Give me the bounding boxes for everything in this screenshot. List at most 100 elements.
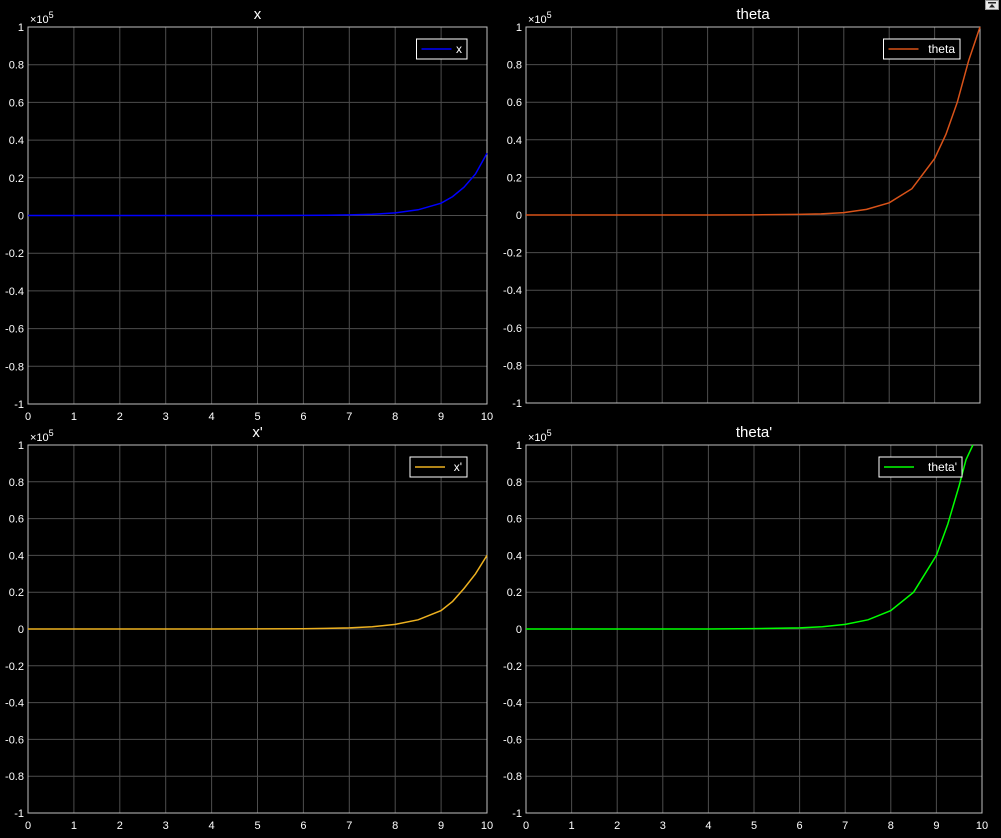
y-exponent-label: ×105	[528, 10, 552, 26]
legend: x	[416, 38, 468, 60]
y-tick-label: -1	[14, 399, 24, 411]
y-tick-label: 0.8	[507, 477, 522, 489]
x-tick-label: 8	[392, 411, 398, 423]
y-tick-label: 0.2	[507, 172, 522, 184]
y-tick-label: 0.2	[9, 587, 24, 599]
x-tick-label: 0	[25, 820, 31, 832]
y-tick-label: -0.4	[5, 698, 24, 710]
y-tick-label: -0.4	[503, 698, 522, 710]
legend: theta	[883, 38, 961, 60]
restore-figure-icon	[988, 2, 996, 8]
y-tick-label: 0.6	[9, 97, 24, 109]
y-tick-label: 1	[18, 22, 24, 34]
y-tick-label: -0.8	[5, 771, 24, 783]
legend-label: x'	[454, 460, 462, 474]
subplot-1: -1-0.8-0.6-0.4-0.200.20.40.60.810 1 2 3 4 5 6 7…	[5, 6, 493, 423]
x-tick-label: 6	[300, 820, 306, 832]
chart-title: x	[254, 6, 262, 23]
x-tick-label: 10	[481, 820, 493, 832]
subplot-2: -1 -0.8 -0.6 -0.4 -0.2 0 0.2 0.4 0.6 0.8 1 ×105 thet…	[503, 6, 981, 410]
y-tick-label: -0.8	[5, 361, 24, 373]
subplot-4: -1-0.8-0.6-0.4-0.200.20.40.60.810 1 2 3 4 5 6 7…	[503, 424, 988, 832]
x-tick-label: 9	[933, 820, 939, 832]
x-tick-label: 9	[438, 411, 444, 423]
series-line	[28, 152, 488, 217]
x-tick-label: 4	[209, 820, 215, 832]
y-tick-label: 0.8	[9, 477, 24, 489]
restore-figure-button[interactable]	[985, 0, 999, 10]
y-tick-label: 0.4	[9, 550, 24, 562]
y-tick-label: 1	[516, 440, 522, 452]
series-line	[526, 26, 981, 216]
x-tick-label: 8	[392, 820, 398, 832]
y-tick-label: -0.4	[503, 285, 522, 297]
legend: x'	[409, 456, 468, 478]
y-tick-label: 0	[516, 210, 522, 222]
y-tick-label: 0.4	[507, 550, 522, 562]
y-tick-label: 0.4	[507, 135, 522, 147]
y-tick-label: 0.6	[507, 97, 522, 109]
legend-label: theta'	[928, 460, 957, 474]
x-tick-label: 6	[300, 411, 306, 423]
legend: theta'	[878, 456, 963, 478]
series-line	[526, 444, 974, 630]
x-tick-label: 7	[842, 820, 848, 832]
x-tick-label: 2	[117, 820, 123, 832]
y-tick-label: 1	[516, 22, 522, 34]
y-tick-label: 0	[516, 624, 522, 636]
y-tick-label: -0.6	[503, 734, 522, 746]
y-tick-label: -0.2	[5, 248, 24, 260]
x-tick-label: 3	[163, 820, 169, 832]
y-tick-label: -1	[512, 398, 522, 410]
x-tick-label: 2	[117, 411, 123, 423]
y-tick-label: -1	[14, 808, 24, 820]
y-tick-label: -0.6	[503, 323, 522, 335]
y-tick-label: 0.4	[9, 135, 24, 147]
y-tick-label: -0.8	[503, 771, 522, 783]
y-tick-label: 0.2	[9, 173, 24, 185]
y-exponent-label: ×105	[30, 10, 54, 26]
x-tick-label: 10	[976, 820, 988, 832]
y-tick-label: 0.6	[507, 514, 522, 526]
y-tick-label: -0.4	[5, 286, 24, 298]
x-tick-label: 4	[209, 411, 215, 423]
x-tick-label: 5	[254, 820, 260, 832]
x-tick-label: 9	[438, 820, 444, 832]
chart-title: theta'	[736, 424, 772, 441]
series-line	[28, 555, 488, 630]
x-tick-label: 0	[523, 820, 529, 832]
x-tick-label: 8	[888, 820, 894, 832]
y-tick-label: -1	[512, 808, 522, 820]
y-tick-label: -0.6	[5, 324, 24, 336]
y-tick-label: 0	[18, 211, 24, 223]
legend-label: theta	[928, 42, 955, 56]
x-tick-label: 3	[163, 411, 169, 423]
y-exponent-label: ×105	[30, 428, 54, 444]
x-tick-label: 4	[705, 820, 711, 832]
y-tick-label: -0.2	[503, 661, 522, 673]
x-tick-label: 1	[71, 820, 77, 832]
y-tick-label: -0.2	[5, 661, 24, 673]
x-tick-label: 6	[797, 820, 803, 832]
y-tick-label: -0.2	[503, 248, 522, 260]
y-tick-label: -0.6	[5, 734, 24, 746]
chart-title: x'	[252, 424, 263, 441]
x-tick-label: 0	[25, 411, 31, 423]
y-tick-label: 0.2	[507, 587, 522, 599]
y-tick-label: -0.8	[503, 360, 522, 372]
y-tick-label: 1	[18, 440, 24, 452]
x-tick-label: 3	[660, 820, 666, 832]
chart-title: theta	[736, 6, 770, 23]
legend-box	[883, 38, 961, 60]
x-tick-label: 1	[71, 411, 77, 423]
legend-label: x	[456, 42, 462, 56]
x-tick-label: 1	[569, 820, 575, 832]
x-tick-label: 5	[254, 411, 260, 423]
y-tick-label: 0.6	[9, 514, 24, 526]
x-tick-label: 2	[614, 820, 620, 832]
y-tick-label: 0.8	[507, 60, 522, 72]
y-tick-label: 0	[18, 624, 24, 636]
y-exponent-label: ×105	[528, 428, 552, 444]
x-tick-label: 7	[346, 411, 352, 423]
